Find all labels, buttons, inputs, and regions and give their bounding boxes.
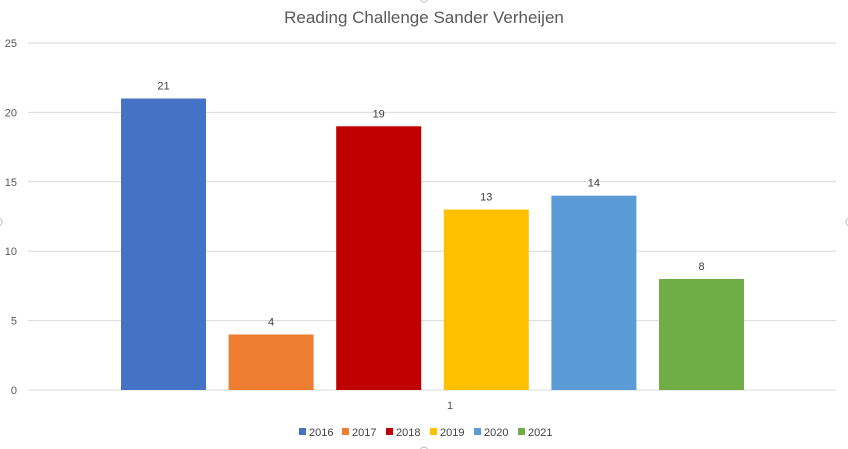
bars bbox=[121, 98, 744, 391]
legend-label: 2017 bbox=[352, 427, 376, 439]
legend-label: 2016 bbox=[309, 427, 333, 439]
y-tick-label: 0 bbox=[11, 385, 17, 397]
y-tick-label: 25 bbox=[5, 38, 17, 50]
legend-label: 2020 bbox=[484, 427, 508, 439]
legend-swatch bbox=[342, 428, 349, 435]
x-axis-tick-labels: 1 bbox=[447, 400, 453, 412]
bar-2018[interactable] bbox=[336, 126, 422, 390]
legend-swatch bbox=[430, 428, 437, 435]
selection-handle-left[interactable] bbox=[0, 217, 3, 227]
bar-2016[interactable] bbox=[121, 98, 206, 391]
bar-2021[interactable] bbox=[659, 278, 744, 390]
legend: 2016 2017 2018 2019 2020 2021 bbox=[299, 427, 552, 439]
legend-swatch bbox=[474, 428, 481, 435]
legend-item-2019[interactable]: 2019 bbox=[430, 427, 464, 439]
y-tick-label: 15 bbox=[5, 177, 17, 189]
data-label-2018: 19 bbox=[373, 108, 385, 120]
legend-label: 2018 bbox=[396, 427, 420, 439]
legend-item-2020[interactable]: 2020 bbox=[474, 427, 508, 439]
y-tick-label: 20 bbox=[5, 107, 17, 119]
legend-swatch bbox=[518, 428, 525, 435]
x-tick-label: 1 bbox=[447, 400, 453, 412]
bar-2020[interactable] bbox=[551, 195, 637, 390]
legend-label: 2019 bbox=[440, 427, 464, 439]
y-axis-tick-labels: 0 5 10 15 20 25 bbox=[5, 38, 17, 397]
data-label-2020: 14 bbox=[588, 178, 600, 190]
data-label-2021: 8 bbox=[698, 261, 704, 273]
chart-title: Reading Challenge Sander Verheijen bbox=[284, 8, 564, 27]
bar-2019[interactable] bbox=[443, 209, 529, 390]
legend-label: 2021 bbox=[528, 427, 552, 439]
data-labels: 21 4 19 13 14 8 bbox=[157, 81, 704, 329]
legend-swatch bbox=[299, 428, 306, 435]
selection-handle-top[interactable] bbox=[419, 0, 429, 3]
legend-item-2017[interactable]: 2017 bbox=[342, 427, 376, 439]
bar-2017[interactable] bbox=[228, 334, 314, 390]
legend-item-2021[interactable]: 2021 bbox=[518, 427, 552, 439]
data-label-2017: 4 bbox=[268, 316, 274, 328]
data-label-2019: 13 bbox=[480, 192, 492, 204]
legend-swatch bbox=[386, 428, 393, 435]
legend-item-2016[interactable]: 2016 bbox=[299, 427, 333, 439]
legend-item-2018[interactable]: 2018 bbox=[386, 427, 420, 439]
y-tick-label: 10 bbox=[5, 246, 17, 258]
y-tick-label: 5 bbox=[11, 316, 17, 328]
data-label-2016: 21 bbox=[157, 81, 169, 93]
